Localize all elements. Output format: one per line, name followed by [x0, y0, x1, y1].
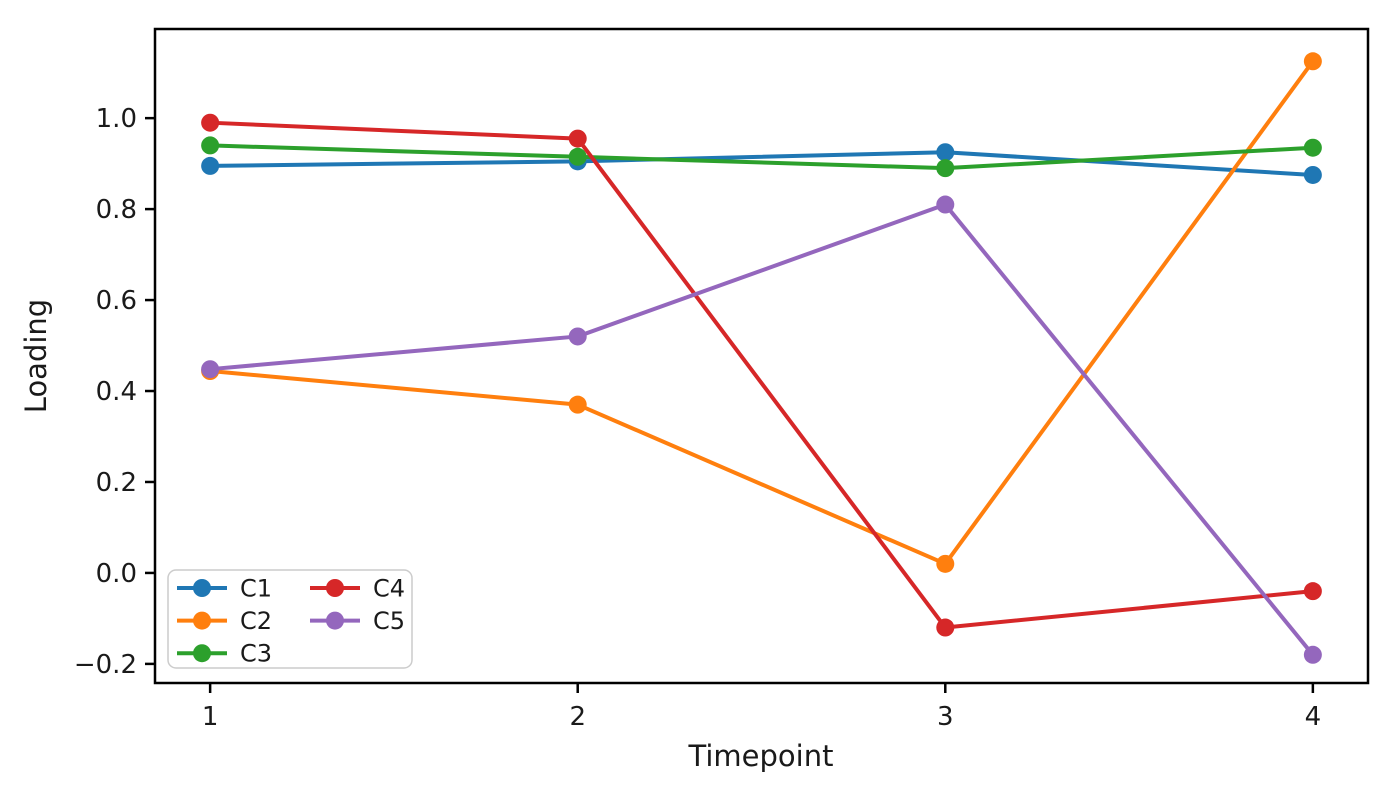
legend-label-C1: C1 [240, 575, 272, 603]
legend-label-C2: C2 [240, 607, 272, 635]
legend-label-C4: C4 [373, 575, 405, 603]
data-point-C3-x1 [201, 136, 220, 155]
data-point-C5-x1 [201, 360, 220, 379]
legend-marker-C2 [193, 611, 211, 630]
series-line-C2 [208, 59, 1315, 566]
data-point-C3-x4 [1303, 138, 1322, 157]
chart-render-layer: 1 2 3 4 −0.2 0.0 0.2 0.4 0.6 0.8 1.0 C1 C2 C3 C4 C5 [74, 27, 1370, 732]
y-tick-label-0.8: 0.8 [96, 195, 137, 225]
data-point-C2-x3 [936, 554, 955, 573]
data-point-C3-x3 [936, 159, 955, 178]
data-point-C1-x1 [201, 156, 220, 175]
data-point-C4-x4 [1303, 582, 1322, 601]
data-point-C5-x4 [1303, 645, 1322, 664]
series-line-C4 [208, 120, 1315, 630]
legend-marker-C5 [326, 611, 344, 630]
series-line-C5 [208, 202, 1315, 657]
axes-frame [153, 27, 1370, 685]
data-point-C4-x3 [936, 618, 955, 637]
data-point-C1-x3 [936, 143, 955, 162]
legend-label-C3: C3 [240, 640, 272, 668]
y-tick-label-0.4: 0.4 [96, 377, 137, 407]
series-line-C3 [208, 143, 1315, 171]
data-point-C2-x2 [568, 395, 587, 414]
data-point-C4-x2 [568, 129, 587, 148]
legend-marker-C4 [326, 579, 344, 597]
y-tick-label-0.2: 0.2 [96, 468, 137, 498]
x-tick-label-1: 1 [202, 702, 219, 732]
y-tick-label-0.6: 0.6 [96, 286, 137, 316]
legend-marker-C1 [193, 579, 211, 597]
x-tick-label-4: 4 [1305, 702, 1322, 732]
series-line-C1 [208, 150, 1315, 177]
y-tick-label-0.0: 0.0 [96, 559, 137, 589]
data-point-C2-x4 [1303, 52, 1322, 71]
data-point-C1-x4 [1303, 165, 1322, 184]
y-tick-label-1.0: 1.0 [96, 104, 137, 134]
legend-label-C5: C5 [373, 607, 405, 635]
x-tick-label-3: 3 [937, 702, 954, 732]
legend-box [167, 569, 413, 669]
data-point-C4-x1 [201, 113, 220, 132]
x-tick-label-2: 2 [569, 702, 586, 732]
legend-marker-C3 [193, 644, 211, 663]
data-point-C3-x2 [568, 147, 587, 166]
data-point-C5-x3 [936, 195, 955, 214]
data-point-C5-x2 [568, 327, 587, 346]
y-tick-label-−0.2: −0.2 [74, 650, 137, 680]
y-axis-label: Loading [19, 299, 53, 413]
x-axis-label: Timepoint [688, 739, 834, 773]
